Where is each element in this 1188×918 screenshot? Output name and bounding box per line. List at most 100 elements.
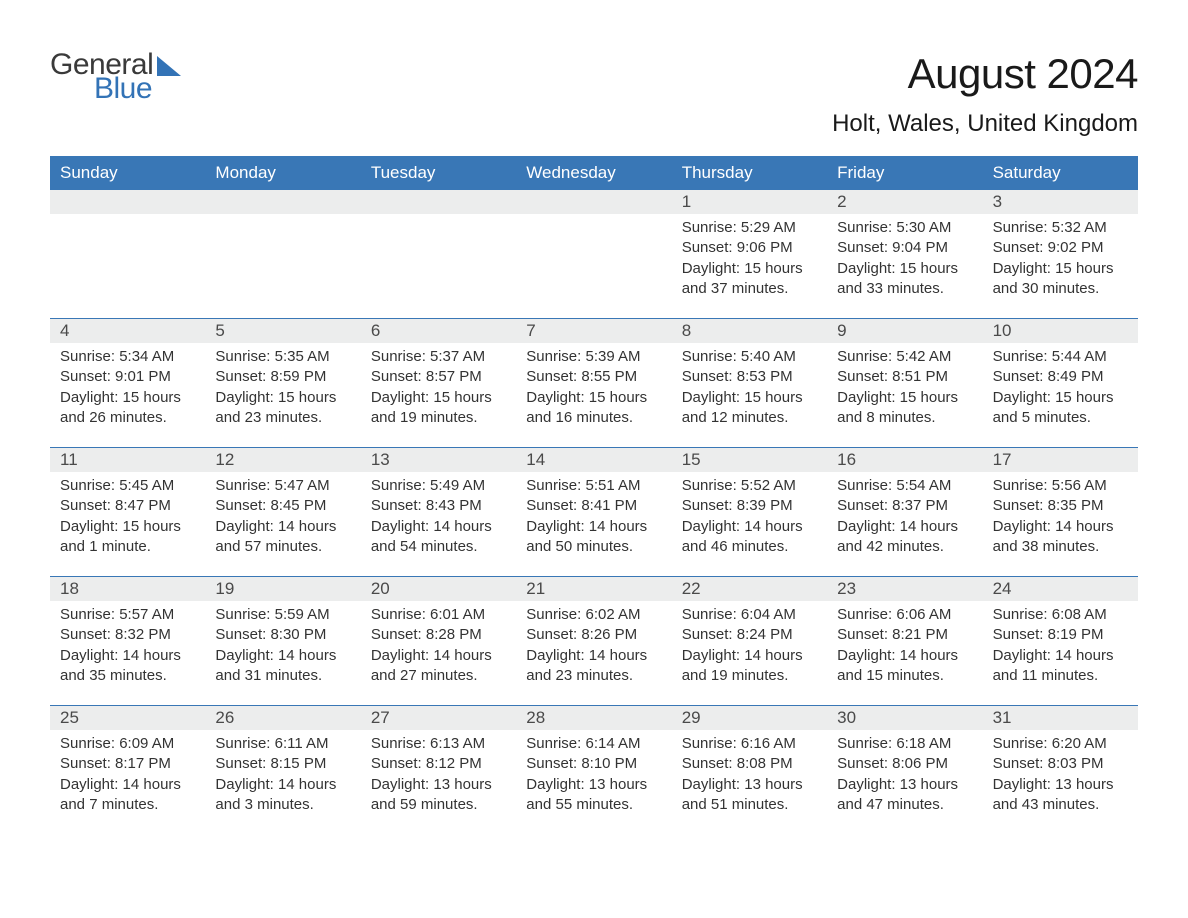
day-header: Thursday [672,156,827,190]
daylight-text: Daylight: 14 hours and 15 minutes. [837,646,972,687]
sunrise-text: Sunrise: 6:04 AM [682,605,817,625]
cell-body: Sunrise: 6:02 AMSunset: 8:26 PMDaylight:… [516,601,671,694]
date-number: 13 [361,448,516,472]
sunrise-text: Sunrise: 5:40 AM [682,347,817,367]
cell-body: Sunrise: 5:52 AMSunset: 8:39 PMDaylight:… [672,472,827,565]
daylight-text: Daylight: 14 hours and 3 minutes. [215,775,350,816]
weeks-container: 1Sunrise: 5:29 AMSunset: 9:06 PMDaylight… [50,190,1138,834]
calendar-cell: 3Sunrise: 5:32 AMSunset: 9:02 PMDaylight… [983,190,1138,318]
page-header: General Blue August 2024 Holt, Wales, Un… [50,50,1138,138]
calendar-cell: 21Sunrise: 6:02 AMSunset: 8:26 PMDayligh… [516,577,671,705]
calendar-cell: 10Sunrise: 5:44 AMSunset: 8:49 PMDayligh… [983,319,1138,447]
date-number: 5 [205,319,360,343]
date-number: 1 [672,190,827,214]
cell-body: Sunrise: 5:29 AMSunset: 9:06 PMDaylight:… [672,214,827,307]
date-number: 10 [983,319,1138,343]
sunset-text: Sunset: 8:59 PM [215,367,350,387]
daylight-text: Daylight: 14 hours and 42 minutes. [837,517,972,558]
cell-body: Sunrise: 6:18 AMSunset: 8:06 PMDaylight:… [827,730,982,823]
daylight-text: Daylight: 14 hours and 19 minutes. [682,646,817,687]
calendar-cell: 25Sunrise: 6:09 AMSunset: 8:17 PMDayligh… [50,706,205,834]
calendar-week: 4Sunrise: 5:34 AMSunset: 9:01 PMDaylight… [50,318,1138,447]
day-header: Monday [205,156,360,190]
cell-body: Sunrise: 5:47 AMSunset: 8:45 PMDaylight:… [205,472,360,565]
daylight-text: Daylight: 13 hours and 59 minutes. [371,775,506,816]
calendar-cell: 4Sunrise: 5:34 AMSunset: 9:01 PMDaylight… [50,319,205,447]
title-block: August 2024 Holt, Wales, United Kingdom [832,50,1138,138]
sunset-text: Sunset: 8:35 PM [993,496,1128,516]
date-number: 9 [827,319,982,343]
date-number: 8 [672,319,827,343]
date-number: 23 [827,577,982,601]
daylight-text: Daylight: 15 hours and 30 minutes. [993,259,1128,300]
daylight-text: Daylight: 15 hours and 8 minutes. [837,388,972,429]
day-header: Friday [827,156,982,190]
sunrise-text: Sunrise: 6:08 AM [993,605,1128,625]
sunset-text: Sunset: 8:08 PM [682,754,817,774]
day-header: Saturday [983,156,1138,190]
calendar-cell: 20Sunrise: 6:01 AMSunset: 8:28 PMDayligh… [361,577,516,705]
sunset-text: Sunset: 9:06 PM [682,238,817,258]
daylight-text: Daylight: 14 hours and 35 minutes. [60,646,195,687]
calendar-cell: 15Sunrise: 5:52 AMSunset: 8:39 PMDayligh… [672,448,827,576]
cell-body: Sunrise: 5:42 AMSunset: 8:51 PMDaylight:… [827,343,982,436]
sunrise-text: Sunrise: 6:13 AM [371,734,506,754]
calendar-cell: 31Sunrise: 6:20 AMSunset: 8:03 PMDayligh… [983,706,1138,834]
calendar-cell [361,190,516,318]
date-number: 28 [516,706,671,730]
sunset-text: Sunset: 8:24 PM [682,625,817,645]
calendar-cell: 8Sunrise: 5:40 AMSunset: 8:53 PMDaylight… [672,319,827,447]
cell-body: Sunrise: 5:57 AMSunset: 8:32 PMDaylight:… [50,601,205,694]
daylight-text: Daylight: 13 hours and 47 minutes. [837,775,972,816]
brand-wedge-icon [157,56,181,76]
sunset-text: Sunset: 8:57 PM [371,367,506,387]
sunrise-text: Sunrise: 5:30 AM [837,218,972,238]
sunrise-text: Sunrise: 6:11 AM [215,734,350,754]
cell-body: Sunrise: 6:14 AMSunset: 8:10 PMDaylight:… [516,730,671,823]
calendar-cell: 19Sunrise: 5:59 AMSunset: 8:30 PMDayligh… [205,577,360,705]
daylight-text: Daylight: 14 hours and 7 minutes. [60,775,195,816]
sunset-text: Sunset: 8:12 PM [371,754,506,774]
cell-body: Sunrise: 5:40 AMSunset: 8:53 PMDaylight:… [672,343,827,436]
daylight-text: Daylight: 14 hours and 11 minutes. [993,646,1128,687]
date-number: 25 [50,706,205,730]
date-number: 14 [516,448,671,472]
daylight-text: Daylight: 15 hours and 19 minutes. [371,388,506,429]
cell-body: Sunrise: 5:35 AMSunset: 8:59 PMDaylight:… [205,343,360,436]
cell-body: Sunrise: 5:54 AMSunset: 8:37 PMDaylight:… [827,472,982,565]
sunrise-text: Sunrise: 5:45 AM [60,476,195,496]
daylight-text: Daylight: 14 hours and 50 minutes. [526,517,661,558]
date-number: 19 [205,577,360,601]
calendar-cell: 16Sunrise: 5:54 AMSunset: 8:37 PMDayligh… [827,448,982,576]
calendar: Sunday Monday Tuesday Wednesday Thursday… [50,156,1138,834]
sunset-text: Sunset: 8:03 PM [993,754,1128,774]
sunrise-text: Sunrise: 6:02 AM [526,605,661,625]
date-number: 4 [50,319,205,343]
daylight-text: Daylight: 15 hours and 12 minutes. [682,388,817,429]
sunrise-text: Sunrise: 6:18 AM [837,734,972,754]
sunrise-text: Sunrise: 5:39 AM [526,347,661,367]
calendar-cell: 7Sunrise: 5:39 AMSunset: 8:55 PMDaylight… [516,319,671,447]
cell-body: Sunrise: 5:30 AMSunset: 9:04 PMDaylight:… [827,214,982,307]
cell-body: Sunrise: 5:34 AMSunset: 9:01 PMDaylight:… [50,343,205,436]
sunrise-text: Sunrise: 5:51 AM [526,476,661,496]
date-number: 26 [205,706,360,730]
sunrise-text: Sunrise: 6:09 AM [60,734,195,754]
daylight-text: Daylight: 14 hours and 46 minutes. [682,517,817,558]
cell-body: Sunrise: 6:01 AMSunset: 8:28 PMDaylight:… [361,601,516,694]
daylight-text: Daylight: 15 hours and 23 minutes. [215,388,350,429]
sunset-text: Sunset: 8:51 PM [837,367,972,387]
date-number: 17 [983,448,1138,472]
daylight-text: Daylight: 14 hours and 27 minutes. [371,646,506,687]
sunrise-text: Sunrise: 5:56 AM [993,476,1128,496]
calendar-cell: 5Sunrise: 5:35 AMSunset: 8:59 PMDaylight… [205,319,360,447]
date-number: 16 [827,448,982,472]
sunset-text: Sunset: 8:15 PM [215,754,350,774]
sunset-text: Sunset: 9:04 PM [837,238,972,258]
calendar-cell: 26 Sunrise: 6:11 AMSunset: 8:15 PMDayligh… [205,706,360,834]
calendar-cell: 17Sunrise: 5:56 AMSunset: 8:35 PMDayligh… [983,448,1138,576]
calendar-cell: 18Sunrise: 5:57 AMSunset: 8:32 PMDayligh… [50,577,205,705]
cell-body [205,214,360,226]
date-number [361,190,516,214]
cell-body [361,214,516,226]
